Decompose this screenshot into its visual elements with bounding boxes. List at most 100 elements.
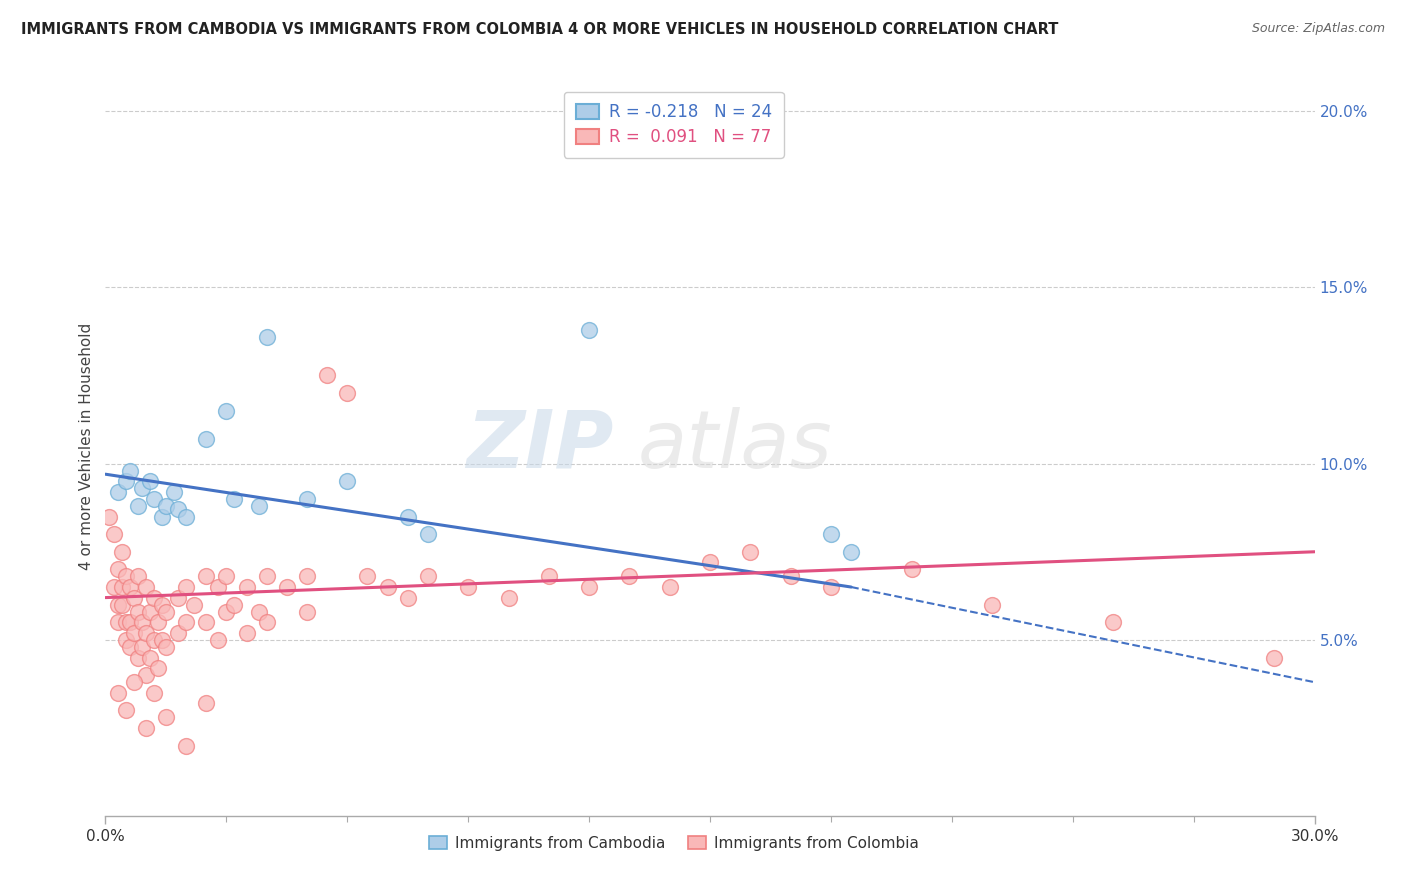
Point — [107, 615, 129, 630]
Point — [103, 580, 125, 594]
Point — [139, 650, 162, 665]
Point — [256, 329, 278, 343]
Point — [207, 632, 229, 647]
Point — [167, 625, 190, 640]
Point — [457, 580, 479, 594]
Y-axis label: 4 or more Vehicles in Household: 4 or more Vehicles in Household — [79, 322, 94, 570]
Point — [195, 697, 218, 711]
Text: IMMIGRANTS FROM CAMBODIA VS IMMIGRANTS FROM COLOMBIA 4 OR MORE VEHICLES IN HOUSE: IMMIGRANTS FROM CAMBODIA VS IMMIGRANTS F… — [21, 22, 1059, 37]
Point — [578, 323, 600, 337]
Point — [276, 580, 298, 594]
Point — [107, 686, 129, 700]
Point — [396, 509, 419, 524]
Point — [118, 640, 141, 654]
Point — [155, 710, 177, 724]
Point — [122, 591, 145, 605]
Point — [122, 675, 145, 690]
Point — [215, 569, 238, 583]
Point — [118, 580, 141, 594]
Legend: R = -0.218   N = 24, R =  0.091   N = 77: R = -0.218 N = 24, R = 0.091 N = 77 — [564, 92, 783, 158]
Point — [131, 481, 153, 495]
Point — [110, 598, 132, 612]
Point — [295, 491, 318, 506]
Point — [118, 615, 141, 630]
Point — [498, 591, 520, 605]
Point — [699, 555, 721, 569]
Point — [110, 580, 132, 594]
Point — [155, 605, 177, 619]
Point — [900, 562, 922, 576]
Point — [235, 580, 257, 594]
Point — [135, 625, 157, 640]
Point — [114, 475, 136, 489]
Point — [146, 661, 169, 675]
Point — [1263, 650, 1285, 665]
Point — [1102, 615, 1125, 630]
Point — [114, 615, 136, 630]
Point — [107, 598, 129, 612]
Point — [150, 632, 173, 647]
Point — [416, 527, 439, 541]
Point — [127, 499, 149, 513]
Point — [127, 650, 149, 665]
Point — [658, 580, 681, 594]
Point — [174, 509, 197, 524]
Point — [981, 598, 1004, 612]
Point — [295, 569, 318, 583]
Point — [224, 491, 246, 506]
Point — [779, 569, 801, 583]
Point — [142, 491, 165, 506]
Point — [839, 545, 862, 559]
Point — [139, 605, 162, 619]
Point — [167, 502, 190, 516]
Point — [316, 368, 339, 383]
Point — [114, 703, 136, 717]
Point — [336, 386, 359, 401]
Point — [163, 484, 186, 499]
Point — [195, 432, 218, 446]
Point — [135, 721, 157, 735]
Point — [167, 591, 190, 605]
Point — [131, 640, 153, 654]
Point — [146, 615, 169, 630]
Point — [135, 580, 157, 594]
Point — [578, 580, 600, 594]
Point — [110, 545, 132, 559]
Point — [195, 615, 218, 630]
Point — [740, 545, 762, 559]
Point — [215, 605, 238, 619]
Point — [139, 475, 162, 489]
Text: ZIP: ZIP — [465, 407, 613, 485]
Text: atlas: atlas — [637, 407, 832, 485]
Point — [537, 569, 560, 583]
Point — [127, 569, 149, 583]
Point — [235, 625, 257, 640]
Point — [183, 598, 205, 612]
Point — [174, 615, 197, 630]
Point — [142, 632, 165, 647]
Point — [224, 598, 246, 612]
Point — [377, 580, 399, 594]
Point — [135, 668, 157, 682]
Point — [155, 499, 177, 513]
Point — [247, 499, 270, 513]
Point — [195, 569, 218, 583]
Point — [98, 509, 121, 524]
Point — [247, 605, 270, 619]
Point — [356, 569, 378, 583]
Point — [131, 615, 153, 630]
Point — [114, 632, 136, 647]
Point — [416, 569, 439, 583]
Point — [103, 527, 125, 541]
Point — [619, 569, 641, 583]
Point — [174, 739, 197, 753]
Point — [155, 640, 177, 654]
Point — [107, 562, 129, 576]
Point — [207, 580, 229, 594]
Point — [142, 591, 165, 605]
Point — [142, 686, 165, 700]
Point — [215, 403, 238, 417]
Point — [118, 464, 141, 478]
Point — [174, 580, 197, 594]
Point — [295, 605, 318, 619]
